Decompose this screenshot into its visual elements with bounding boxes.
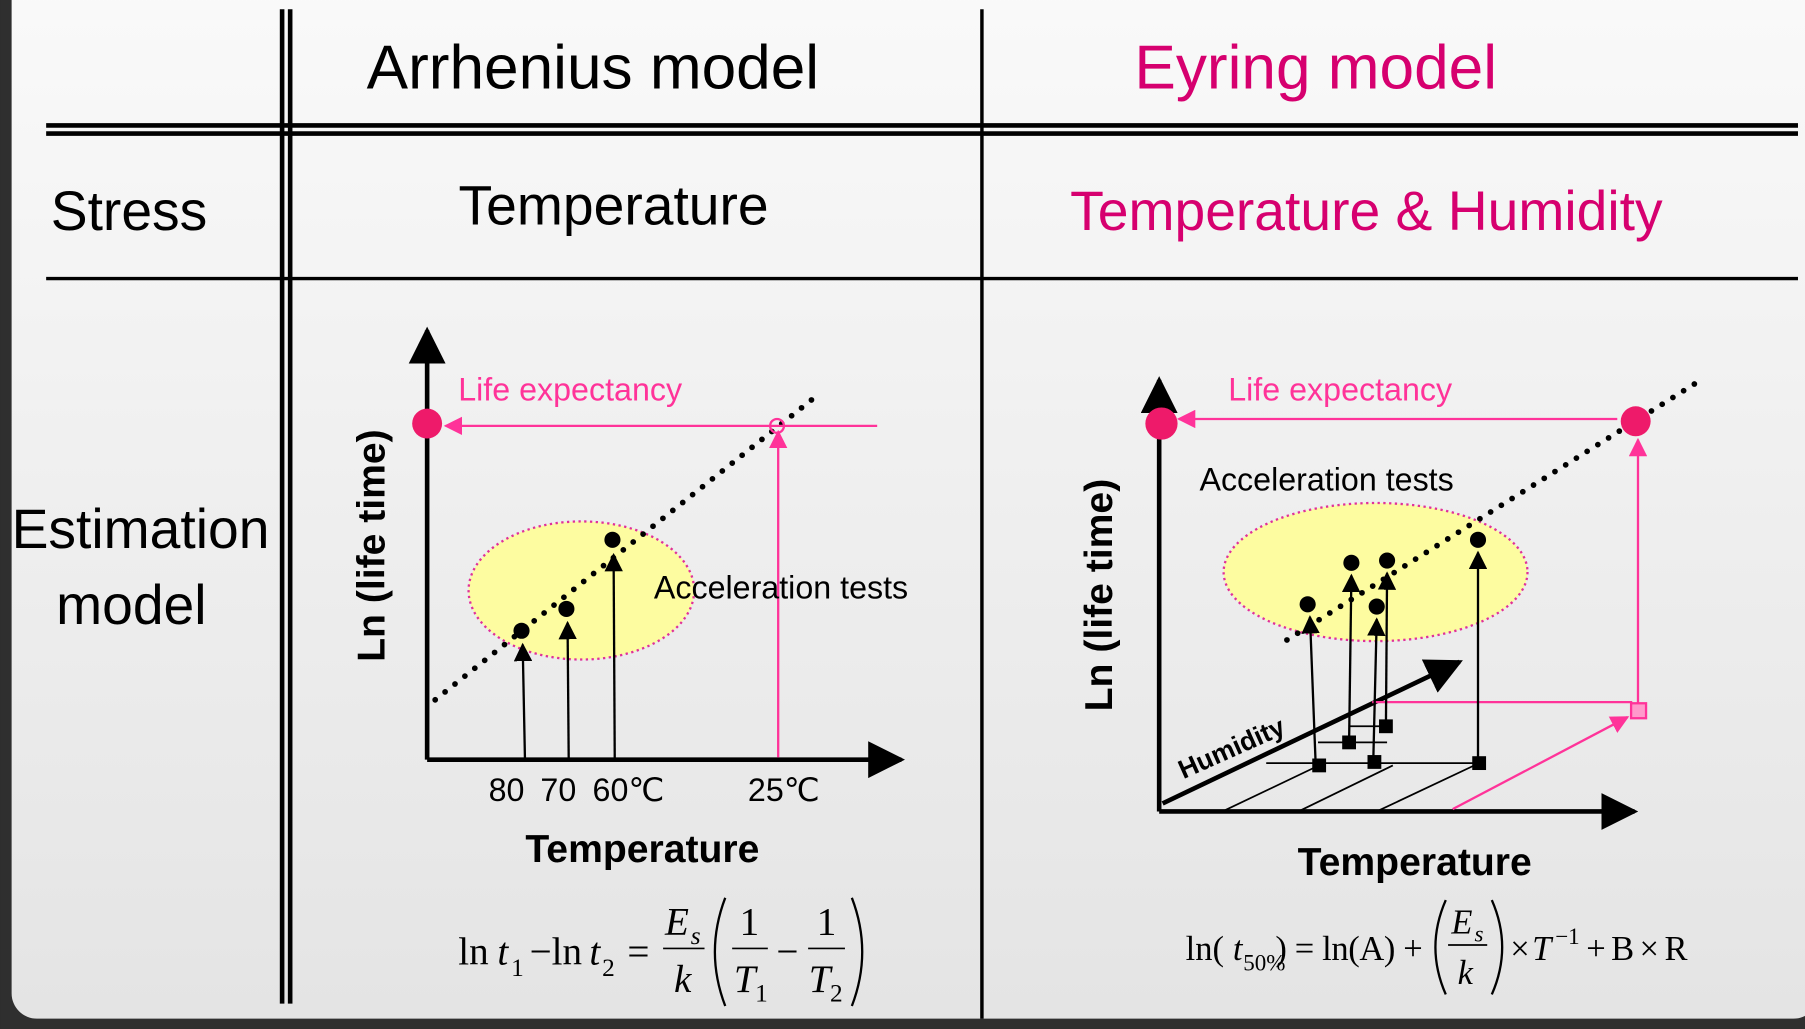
header-arrhenius: Arrhenius model	[367, 34, 819, 103]
eq-text: ) = ln(A) +	[1275, 930, 1422, 968]
life-point	[1145, 407, 1177, 439]
test-point	[1343, 555, 1359, 571]
test-arrows-part	[1386, 573, 1387, 726]
y-axis-label: Ln (life time)	[351, 429, 394, 662]
eq-text: t	[1233, 930, 1244, 968]
eq-text: t	[589, 931, 601, 974]
eq-text: k	[1458, 954, 1474, 992]
cell: Temperature	[459, 174, 769, 236]
x-axis-label: Temperature	[1298, 841, 1532, 884]
life-expectancy-label: Life expectancy	[458, 372, 683, 408]
header-eyring: Eyring model	[1134, 34, 1497, 103]
test-squares-part	[1342, 735, 1356, 749]
temp-label: 80	[489, 772, 525, 808]
eq-text: −1	[1555, 923, 1580, 949]
eq-text: 2	[602, 954, 615, 982]
test-point	[1369, 599, 1385, 615]
test-squares-part	[1312, 759, 1326, 773]
test-point	[513, 623, 529, 639]
eq-text: ln	[458, 931, 488, 974]
row-label: model	[56, 574, 206, 636]
test-squares-part	[1379, 719, 1393, 733]
test-point	[1470, 532, 1486, 548]
test-arrows-part	[614, 555, 615, 760]
test-point	[1300, 596, 1316, 612]
test-arrows-part	[568, 623, 569, 760]
eq-text: + B × R	[1586, 930, 1687, 968]
temp-label: 70	[540, 772, 576, 808]
x-axis-label: Temperature	[525, 828, 759, 871]
eq-text: 1	[740, 901, 760, 944]
eq-text: t	[497, 931, 509, 974]
cell: Temperature & Humidity	[1070, 180, 1663, 242]
eq-text: 1	[817, 901, 837, 944]
eq-text: ×	[1510, 930, 1529, 968]
eq-text: k	[674, 958, 692, 1001]
acceleration-label: Acceleration tests	[654, 570, 908, 606]
eq-text: −ln	[530, 931, 583, 974]
eq-text: 1	[511, 954, 524, 982]
pink-square	[1631, 703, 1646, 718]
y-axis-label: Ln (life time)	[1078, 479, 1121, 712]
slide: Arrhenius model Eyring model Stress Temp…	[0, 0, 1805, 1029]
eq-text: ln(	[1186, 930, 1224, 968]
eq-text: 1	[755, 979, 768, 1007]
row-label: Estimation	[12, 498, 270, 560]
life-point	[412, 409, 442, 439]
eq-text: E	[1450, 903, 1472, 941]
eq-text: 2	[830, 979, 843, 1007]
eq-text: =	[627, 931, 649, 974]
temp-label: 60℃	[593, 772, 665, 808]
acceleration-label: Acceleration tests	[1199, 461, 1453, 497]
eq-text: s	[691, 922, 701, 950]
test-point	[604, 532, 620, 548]
eq-text: s	[1475, 921, 1484, 947]
row-label: Stress	[51, 180, 208, 242]
eq-text: T	[1532, 930, 1554, 968]
test-squares-part	[1472, 756, 1486, 770]
eq-text: −	[776, 931, 798, 974]
test-squares-part	[1368, 755, 1382, 769]
eq-text: E	[664, 901, 689, 944]
test-point	[1379, 552, 1395, 568]
temp-label: 25℃	[748, 772, 820, 808]
test-point	[558, 601, 574, 617]
life-point	[1621, 406, 1651, 436]
life-expectancy-label: Life expectancy	[1228, 372, 1453, 408]
